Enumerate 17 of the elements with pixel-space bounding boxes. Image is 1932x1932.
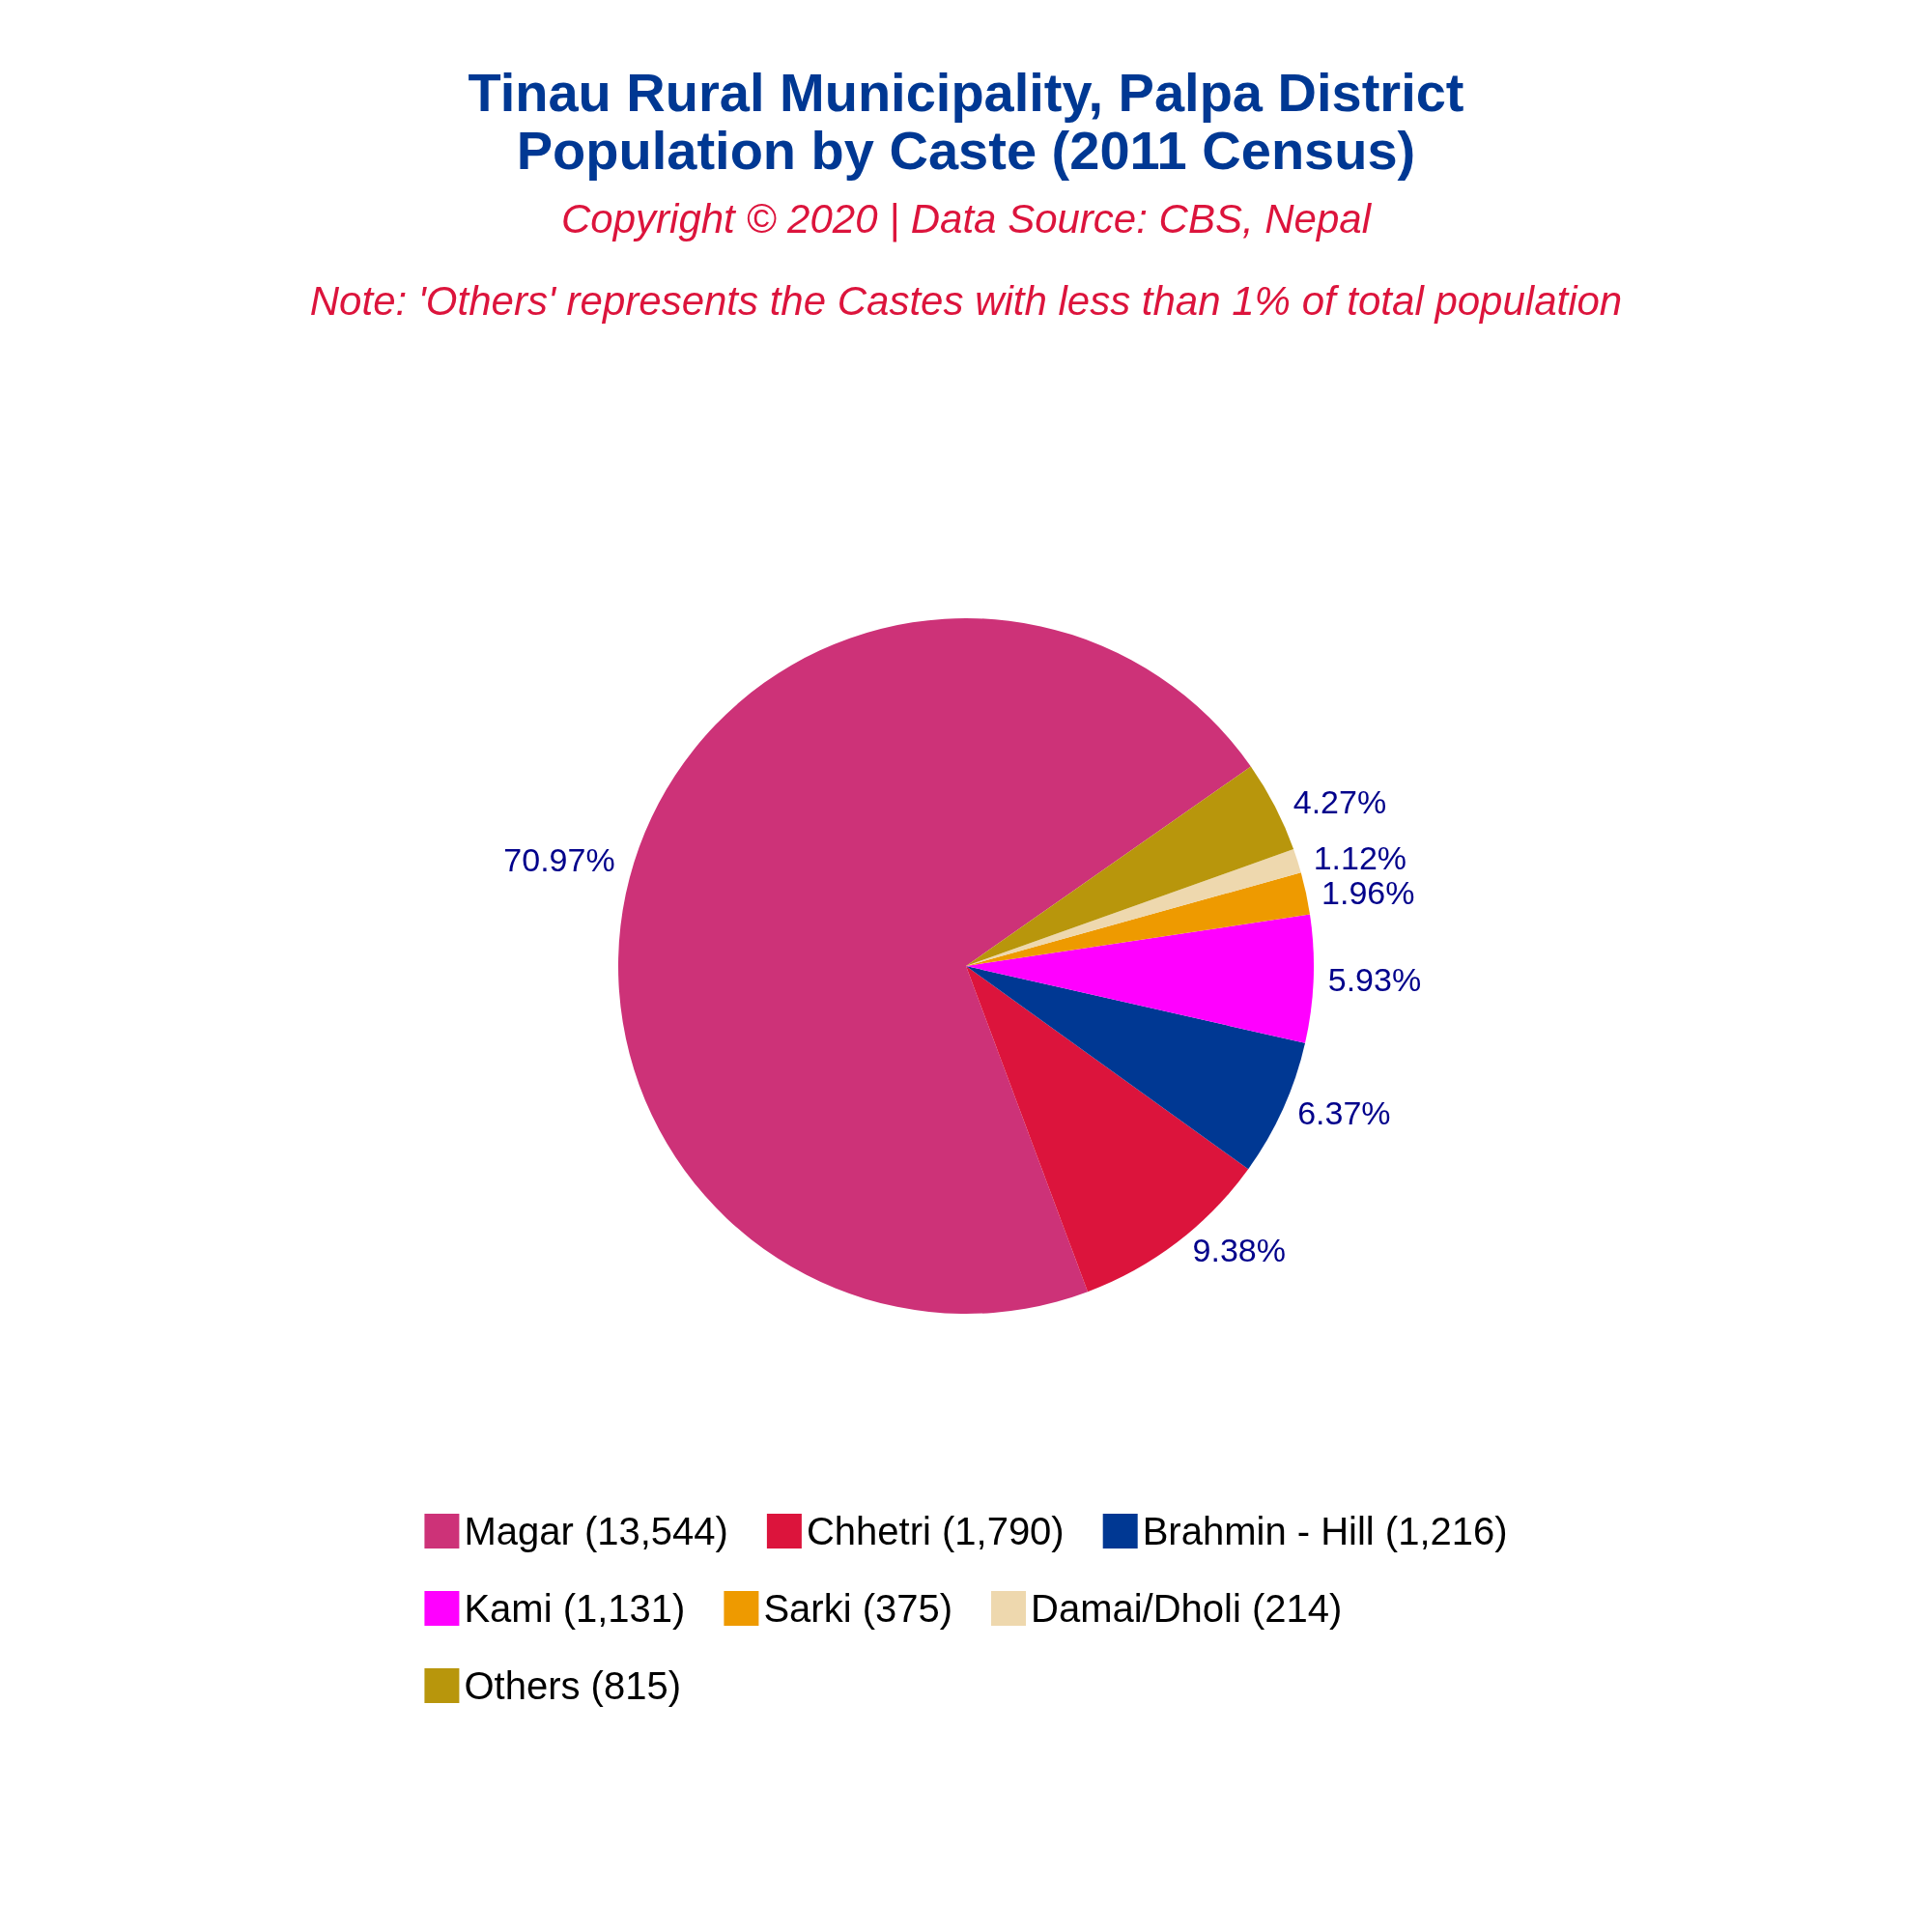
data-label: 5.93% bbox=[1327, 960, 1422, 998]
chart-title: Tinau Rural Municipality, Palpa District Population by Caste (2011 Census) bbox=[468, 61, 1464, 181]
legend-label: Magar (13,544) bbox=[464, 1510, 728, 1552]
data-label: 1.12% bbox=[1313, 839, 1407, 877]
text: Note: 'Others' represents the Castes with less than 1% of total population bbox=[309, 277, 1623, 324]
legend-label: Kami (1,131) bbox=[464, 1587, 686, 1630]
legend-label: Chhetri (1,790) bbox=[806, 1510, 1065, 1552]
data-label: 4.27% bbox=[1293, 783, 1387, 821]
data-label: 70.97% bbox=[503, 841, 615, 879]
data-label: 9.38% bbox=[1192, 1232, 1287, 1269]
data-label: 6.37% bbox=[1297, 1094, 1391, 1132]
legend-label: Damai/Dholi (214) bbox=[1031, 1587, 1343, 1630]
chart-subtitle: Copyright © 2020 | Data Source: CBS, Nepal bbox=[561, 195, 1373, 242]
legend-label: Sarki (375) bbox=[763, 1587, 953, 1630]
legend-label: Others (815) bbox=[464, 1664, 681, 1707]
legend-label: Brahmin - Hill (1,216) bbox=[1142, 1510, 1508, 1552]
data-label: 1.96% bbox=[1321, 874, 1415, 912]
